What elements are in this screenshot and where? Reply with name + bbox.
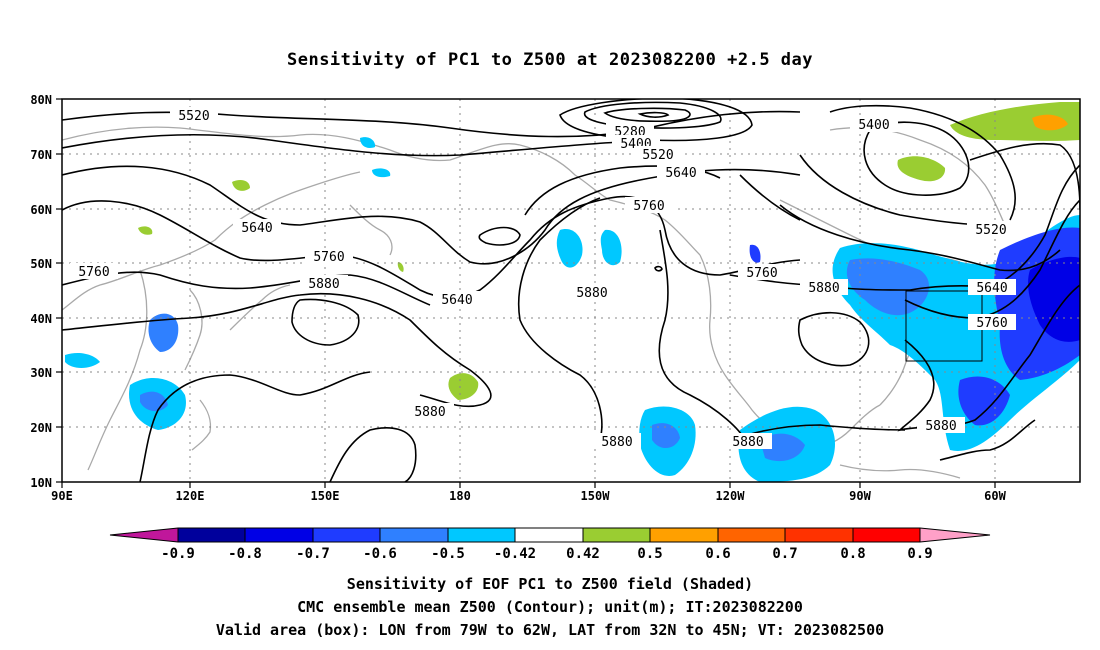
contour-label-text: 5760 <box>976 316 1007 331</box>
contour-label-text: 5520 <box>975 223 1006 238</box>
lat-label: 80N <box>30 93 52 107</box>
contour-label-5880g: 5880 <box>917 417 965 434</box>
colorbar-arrow-left <box>110 528 178 542</box>
colorbar-arrow-right <box>920 528 990 542</box>
colorbar-cell <box>313 528 380 542</box>
colorbar-tick: -0.7 <box>296 546 330 562</box>
colorbar-cell <box>448 528 515 542</box>
colorbar-tick: 0.7 <box>772 546 797 562</box>
contour-label-text: 5640 <box>441 293 472 308</box>
colorbar-cell <box>785 528 853 542</box>
colorbar-tick: 0.8 <box>840 546 865 562</box>
contour-label-text: 5760 <box>633 199 664 214</box>
contour-label-5640d: 5640 <box>968 279 1016 296</box>
contour-label-text: 5760 <box>746 266 777 281</box>
colorbar-tick: -0.9 <box>161 546 195 562</box>
z500-contours <box>62 99 1080 482</box>
contour-label-text: 5520 <box>178 109 209 124</box>
contour-label-5880e: 5880 <box>593 433 641 450</box>
contour-label-text: 5760 <box>78 265 109 280</box>
contour-label-5400b: 5400 <box>850 116 898 133</box>
map-frame <box>61 98 1081 483</box>
colorbar-cell <box>380 528 448 542</box>
lon-label: 90E <box>51 489 73 503</box>
colorbar-tick: -0.6 <box>363 546 397 562</box>
contour-label-text: 5880 <box>925 419 956 434</box>
lon-ticks <box>61 482 996 488</box>
contour-label-5520c: 5520 <box>967 221 1015 238</box>
lat-label: 60N <box>30 203 52 217</box>
map-area: 5520 5280 5400 5520 5640 5400 5760 5640 … <box>62 99 1080 482</box>
contour-label-text: 5880 <box>576 286 607 301</box>
contour-label-5760e: 5760 <box>968 314 1016 331</box>
contour-label-text: 5400 <box>858 118 889 133</box>
lat-label: 30N <box>30 366 52 380</box>
colorbar-cell <box>583 528 650 542</box>
lon-labels: 90E 120E 150E 180 150W 120W 90W 60W <box>51 489 1006 503</box>
contour-label-5760a: 5760 <box>625 197 673 214</box>
contour-label-5880b: 5880 <box>568 284 616 301</box>
contour-label-5880a: 5880 <box>300 275 348 292</box>
contour-label-5760c: 5760 <box>70 263 118 280</box>
contour-label-text: 5640 <box>665 166 696 181</box>
caption-shaded: Sensitivity of EOF PC1 to Z500 field (Sh… <box>346 575 754 593</box>
lat-label: 70N <box>30 148 52 162</box>
shading <box>65 102 1080 482</box>
contour-label-5760d: 5760 <box>738 264 786 281</box>
contour-label-5760b: 5760 <box>305 248 353 265</box>
lat-ticks <box>56 98 62 483</box>
lat-label: 10N <box>30 476 52 490</box>
lat-label: 20N <box>30 421 52 435</box>
contour-label-5640a: 5640 <box>657 164 705 181</box>
contour-label-text: 5880 <box>414 405 445 420</box>
contour-label-5520a: 5520 <box>170 107 218 124</box>
contour-label-5880c: 5880 <box>800 279 848 296</box>
contour-label-5520b: 5520 <box>634 146 682 163</box>
contour-labels: 5520 5280 5400 5520 5640 5400 5760 5640 … <box>70 107 1016 450</box>
colorbar-cell <box>515 528 583 542</box>
caption-contour: CMC ensemble mean Z500 (Contour); unit(m… <box>297 598 803 616</box>
colorbar-tick: -0.5 <box>431 546 465 562</box>
lon-label: 120E <box>176 489 205 503</box>
contour-label-text: 5640 <box>241 221 272 236</box>
colorbar-tick: -0.8 <box>228 546 262 562</box>
colorbar-cell <box>650 528 718 542</box>
contour-label-text: 5880 <box>808 281 839 296</box>
lat-label: 40N <box>30 312 52 326</box>
contour-label-text: 5520 <box>642 148 673 163</box>
colorbar-tick: 0.5 <box>637 546 662 562</box>
lon-label: 180 <box>449 489 471 503</box>
contour-label-5640c: 5640 <box>433 291 481 308</box>
colorbar-tick: 0.6 <box>705 546 730 562</box>
lon-label: 120W <box>716 489 746 503</box>
lon-label: 150E <box>311 489 340 503</box>
lat-label: 50N <box>30 257 52 271</box>
colorbar-tick: 0.42 <box>566 546 600 562</box>
lon-label: 150W <box>581 489 611 503</box>
lon-label: 60W <box>984 489 1006 503</box>
colorbar-cell <box>178 528 245 542</box>
grid-lines <box>62 99 1080 482</box>
page-title: Sensitivity of PC1 to Z500 at 2023082200… <box>286 50 813 70</box>
contour-label-text: 5880 <box>732 435 763 450</box>
contour-label-5640b: 5640 <box>233 219 281 236</box>
contour-label-text: 5880 <box>601 435 632 450</box>
contour-label-text: 5760 <box>313 250 344 265</box>
contour-label-5880d: 5880 <box>406 403 454 420</box>
contour-label-5880f: 5880 <box>724 433 772 450</box>
contour-label-text: 5640 <box>976 281 1007 296</box>
colorbar-tick: 0.9 <box>907 546 932 562</box>
colorbar-cell <box>718 528 785 542</box>
contour-label-text: 5880 <box>308 277 339 292</box>
colorbar-cell <box>853 528 920 542</box>
colorbar: -0.9 -0.8 -0.7 -0.6 -0.5 -0.42 0.42 0.5 … <box>109 527 991 562</box>
lat-labels: 80N 70N 60N 50N 40N 30N 20N 10N <box>30 93 52 490</box>
colorbar-tick: -0.42 <box>494 546 536 562</box>
lon-label: 90W <box>849 489 871 503</box>
caption-valid-area: Valid area (box): LON from 79W to 62W, L… <box>215 621 885 639</box>
colorbar-cell <box>245 528 313 542</box>
